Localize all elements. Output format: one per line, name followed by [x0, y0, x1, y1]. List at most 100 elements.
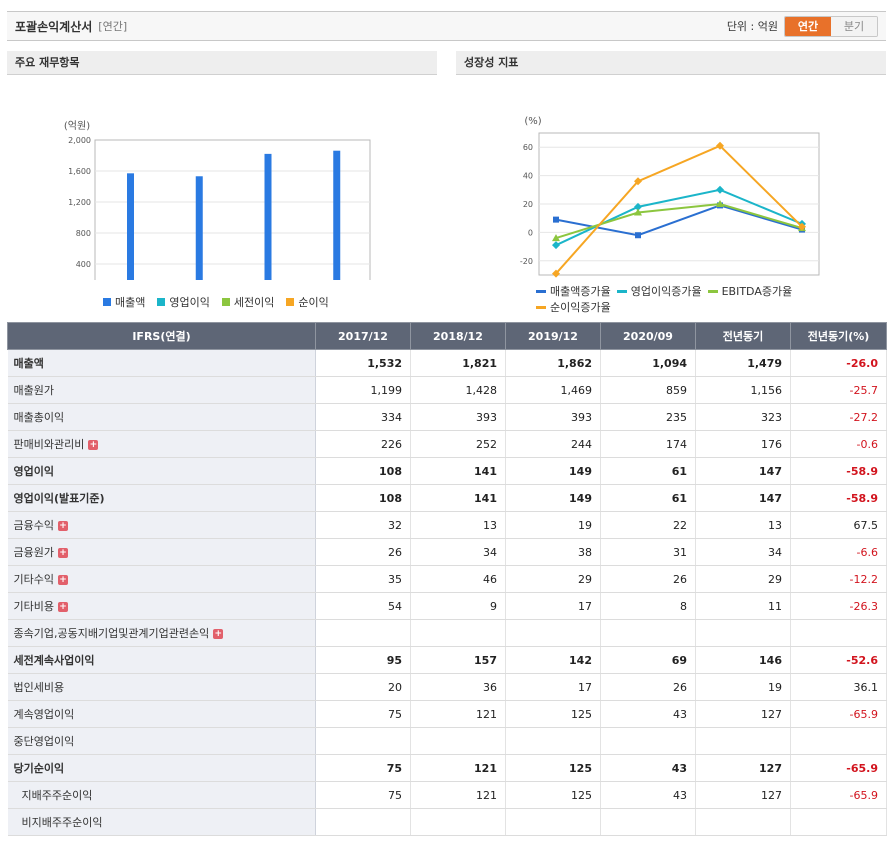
value-cell: -12.2	[790, 565, 887, 593]
header-period: 전년동기(%)	[790, 322, 887, 350]
expand-icon[interactable]: +	[57, 548, 68, 558]
value-cell	[505, 619, 601, 647]
data-point	[798, 222, 806, 231]
value-cell: 19	[505, 511, 601, 539]
table-row: 당기순이익 75 121 125 43 127 -65.9	[7, 754, 887, 782]
legend-label: 순이익증가율	[550, 301, 611, 314]
legend-item: 세전이익	[221, 294, 274, 310]
value-cell: 43	[600, 781, 696, 809]
data-point	[635, 232, 641, 239]
data-point	[634, 208, 642, 216]
row-label: 기타비용	[13, 600, 54, 613]
value-cell: 11	[695, 592, 791, 620]
header-period: 전년동기	[695, 322, 791, 350]
row-label-cell: 법인세비용	[7, 673, 316, 701]
value-cell: -26.3	[790, 592, 887, 620]
table-row: 영업이익(발표기준) 108 141 149 61 147 -58.9	[7, 484, 887, 512]
expand-icon[interactable]: +	[57, 602, 68, 612]
expand-icon[interactable]: +	[57, 521, 68, 531]
value-cell: 127	[695, 781, 791, 809]
income-statement-table: IFRS(연결) 2017/12 2018/12 2019/12 2020/09 전년동기…	[7, 322, 887, 836]
table-row: 중단영업이익	[7, 727, 887, 755]
y-tick-label: 800	[76, 229, 91, 238]
legend-item: 순이익증가율	[536, 299, 611, 315]
value-cell: 34	[695, 538, 791, 566]
header-period: 2018/12	[410, 322, 506, 350]
value-cell: -58.9	[790, 457, 887, 485]
value-cell: 1,428	[410, 376, 506, 404]
expand-icon[interactable]: +	[88, 440, 99, 450]
value-cell: 31	[600, 538, 696, 566]
period-toggle: 연간 분기	[784, 15, 878, 37]
header-period: 2019/12	[505, 322, 601, 350]
row-label: 법인세비용	[13, 681, 65, 694]
table-row: 세전계속사업이익 95 157 142 69 146 -52.6	[7, 646, 887, 674]
y-tick-label: 0	[528, 228, 533, 237]
value-cell: 26	[600, 673, 696, 701]
value-cell: 69	[600, 646, 696, 674]
y-tick-label: 60	[523, 143, 533, 152]
value-cell: 141	[410, 457, 506, 485]
value-cell: 176	[695, 430, 791, 458]
value-cell	[410, 727, 506, 755]
value-cell: 125	[505, 781, 601, 809]
legend-item: 영업이익	[157, 294, 210, 310]
value-cell: 9	[410, 592, 506, 620]
value-cell: -65.9	[790, 781, 887, 809]
value-cell: -25.7	[790, 376, 887, 404]
series-line	[555, 202, 803, 240]
key-financials-title: 주요 재무항목	[7, 51, 437, 75]
header-period: 2017/12	[315, 322, 411, 350]
value-cell: 226	[315, 430, 411, 458]
table-header-row: IFRS(연결) 2017/12 2018/12 2019/12 2020/09 전년동기…	[7, 322, 887, 350]
value-cell: 108	[315, 457, 411, 485]
row-label: 매출액	[13, 357, 44, 370]
row-label: 세전계속사업이익	[13, 654, 95, 667]
value-cell: 1,821	[410, 349, 506, 377]
value-cell: 17	[505, 673, 601, 701]
data-point	[634, 202, 642, 211]
row-label-cell: 매출총이익	[7, 403, 316, 431]
key-financials-panel: 주요 재무항목 2,0001,6001,2008004000(억원)2016/1…	[7, 51, 437, 313]
table-row: 계속영업이익 75 121 125 43 127 -65.9	[7, 700, 887, 728]
row-label: 금융원가	[13, 546, 54, 559]
quarter-button[interactable]: 분기	[831, 16, 877, 36]
value-cell	[790, 619, 887, 647]
row-label: 판매비와관리비	[13, 438, 85, 451]
value-cell: 121	[410, 781, 506, 809]
line-chart-legend: 매출액증가율 영업이익증가율 EBITDA증가율 순이익증가율	[536, 283, 836, 315]
unit-label: 단위 : 억원	[726, 20, 778, 33]
value-cell: 34	[410, 538, 506, 566]
bar-chart-legend: 매출액 영업이익 세전이익 순이익	[103, 294, 341, 310]
value-cell: 38	[505, 538, 601, 566]
expand-icon[interactable]: +	[57, 575, 68, 585]
bar	[264, 153, 272, 280]
data-point	[553, 216, 559, 223]
legend-item: 매출액	[103, 294, 145, 310]
row-label-cell: 매출액	[7, 349, 316, 377]
data-point	[552, 234, 560, 242]
legend-item: 매출액증가율	[536, 283, 611, 299]
table-row: 기타비용 +54 9 17 8 11 -26.3	[7, 592, 887, 620]
row-label: 당기순이익	[13, 762, 65, 775]
value-cell	[600, 727, 696, 755]
value-cell: 393	[410, 403, 506, 431]
y-tick-label: 40	[523, 172, 533, 181]
table-row: 영업이익 108 141 149 61 147 -58.9	[7, 457, 887, 485]
value-cell: 393	[505, 403, 601, 431]
expand-icon[interactable]: +	[213, 629, 224, 639]
value-cell	[315, 727, 411, 755]
annual-button[interactable]: 연간	[785, 16, 831, 36]
value-cell: 1,199	[315, 376, 411, 404]
legend-label: 매출액증가율	[550, 285, 611, 298]
table-row: 법인세비용 20 36 17 26 19 36.1	[7, 673, 887, 701]
row-label-cell: 영업이익	[7, 457, 316, 485]
row-label: 지배주주순이익	[21, 789, 93, 802]
value-cell: 147	[695, 457, 791, 485]
row-label: 영업이익	[13, 465, 54, 478]
value-cell: 1,479	[695, 349, 791, 377]
row-label-cell: 당기순이익	[7, 754, 316, 782]
series-line	[555, 144, 803, 275]
value-cell: 323	[695, 403, 791, 431]
value-cell: 149	[505, 457, 601, 485]
